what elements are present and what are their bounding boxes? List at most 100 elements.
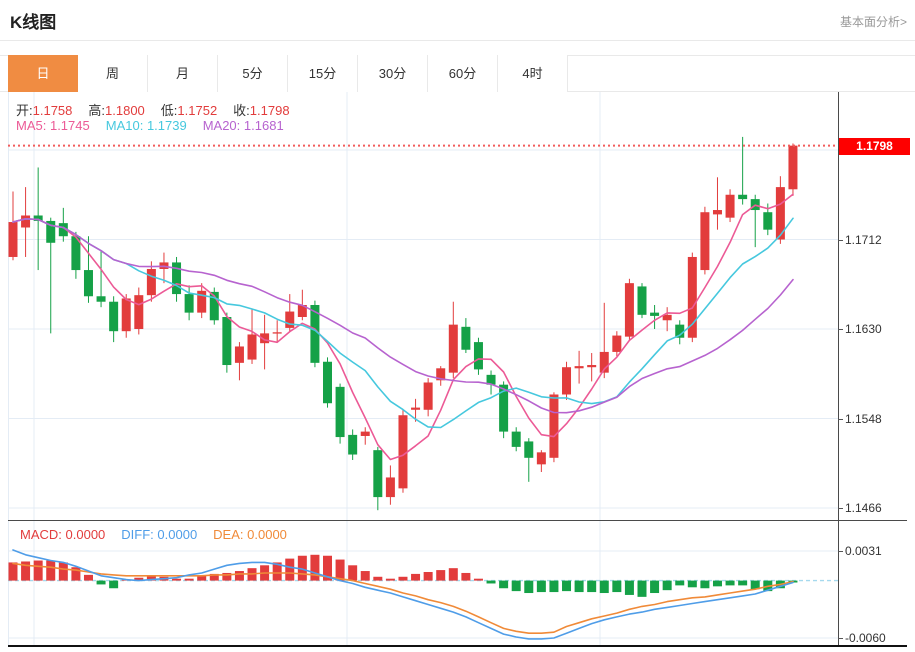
macd-bar-down[interactable] <box>624 580 634 595</box>
candle-down[interactable] <box>335 386 345 438</box>
candle-down[interactable] <box>499 384 509 432</box>
macd-bar-up[interactable] <box>297 555 307 581</box>
candle-down[interactable] <box>71 236 81 271</box>
candle-down[interactable] <box>511 431 521 447</box>
tab-月[interactable]: 月 <box>148 55 218 92</box>
candle-down[interactable] <box>33 215 43 221</box>
candle-up[interactable] <box>662 314 672 321</box>
macd-bar-up[interactable] <box>21 561 31 581</box>
macd-bar-up[interactable] <box>360 571 370 581</box>
candle-down[interactable] <box>209 291 219 321</box>
macd-bar-down[interactable] <box>599 580 609 594</box>
macd-bar-down[interactable] <box>612 580 622 593</box>
tab-4时[interactable]: 4时 <box>498 55 568 92</box>
candle-up[interactable] <box>272 332 282 334</box>
macd-bar-down[interactable] <box>587 580 597 593</box>
candle-down[interactable] <box>675 324 685 338</box>
macd-bar-up[interactable] <box>58 562 68 581</box>
candle-down[interactable] <box>738 194 748 200</box>
macd-bar-down[interactable] <box>700 580 710 589</box>
macd-bar-up[interactable] <box>197 575 207 581</box>
candle-up[interactable] <box>21 215 31 228</box>
candle-up[interactable] <box>612 335 622 352</box>
candle-up[interactable] <box>562 367 572 395</box>
candle-up[interactable] <box>423 382 433 410</box>
macd-bar-up[interactable] <box>373 576 383 581</box>
macd-bar-up[interactable] <box>272 562 282 581</box>
candle-up[interactable] <box>8 222 18 257</box>
candle-down[interactable] <box>184 294 194 313</box>
macd-bar-down[interactable] <box>96 580 106 585</box>
macd-bar-up[interactable] <box>335 559 345 581</box>
tab-日[interactable]: 日 <box>8 55 78 92</box>
macd-bar-up[interactable] <box>8 562 18 581</box>
candle-up[interactable] <box>411 407 421 410</box>
candle-up[interactable] <box>536 452 546 465</box>
tab-5分[interactable]: 5分 <box>218 55 288 92</box>
macd-bar-up[interactable] <box>222 572 232 581</box>
macd-bar-down[interactable] <box>109 580 119 589</box>
macd-bar-down[interactable] <box>662 580 672 591</box>
macd-bar-up[interactable] <box>348 565 358 581</box>
candle-down[interactable] <box>83 270 93 297</box>
macd-bar-down[interactable] <box>562 580 572 592</box>
candle-down[interactable] <box>637 286 647 315</box>
candle-up[interactable] <box>712 210 722 215</box>
candle-up[interactable] <box>436 368 446 381</box>
candle-down[interactable] <box>109 301 119 332</box>
macd-bar-up[interactable] <box>411 573 421 581</box>
candle-down[interactable] <box>486 374 496 385</box>
candle-up[interactable] <box>448 324 458 373</box>
candle-down[interactable] <box>310 304 320 363</box>
candle-down[interactable] <box>46 220 56 243</box>
tab-15分[interactable]: 15分 <box>288 55 358 92</box>
candle-up[interactable] <box>700 212 710 271</box>
candle-down[interactable] <box>650 312 660 316</box>
macd-bar-up[interactable] <box>461 572 471 581</box>
macd-bar-down[interactable] <box>549 580 559 593</box>
candle-up[interactable] <box>587 365 597 368</box>
tab-周[interactable]: 周 <box>78 55 148 92</box>
macd-bar-down[interactable] <box>712 580 722 587</box>
candle-up[interactable] <box>121 298 131 332</box>
candle-down[interactable] <box>461 326 471 350</box>
candle-up[interactable] <box>687 256 697 338</box>
candle-down[interactable] <box>323 361 332 404</box>
candle-down[interactable] <box>222 316 232 366</box>
macd-bar-up[interactable] <box>323 555 332 581</box>
macd-bar-down[interactable] <box>486 580 496 584</box>
macd-bar-up[interactable] <box>71 567 81 581</box>
macd-bar-up[interactable] <box>83 574 93 581</box>
macd-bar-up[interactable] <box>146 575 156 581</box>
macd-bar-up[interactable] <box>172 578 182 581</box>
macd-bar-up[interactable] <box>436 570 446 581</box>
macd-bar-up[interactable] <box>234 571 244 581</box>
candle-up[interactable] <box>234 346 244 363</box>
candle-up[interactable] <box>725 194 735 218</box>
macd-bar-up[interactable] <box>184 578 194 581</box>
tab-30分[interactable]: 30分 <box>358 55 428 92</box>
macd-bar-down[interactable] <box>536 580 546 593</box>
macd-bar-up[interactable] <box>423 571 433 581</box>
macd-bar-down[interactable] <box>650 580 660 594</box>
candle-up[interactable] <box>549 394 559 458</box>
macd-bar-down[interactable] <box>499 580 509 589</box>
candle-up[interactable] <box>599 351 609 373</box>
macd-bar-down[interactable] <box>675 580 685 586</box>
macd-bar-up[interactable] <box>46 560 56 581</box>
candle-up[interactable] <box>297 304 307 317</box>
macd-bar-up[interactable] <box>134 577 144 581</box>
candle-up[interactable] <box>247 334 257 360</box>
macd-bar-down[interactable] <box>637 580 647 597</box>
candle-up[interactable] <box>197 290 207 313</box>
candle-up[interactable] <box>260 333 270 344</box>
tab-60分[interactable]: 60分 <box>428 55 498 92</box>
candle-up[interactable] <box>788 145 798 190</box>
macd-bar-down[interactable] <box>524 580 534 594</box>
candle-down[interactable] <box>524 441 534 458</box>
macd-bar-up[interactable] <box>209 573 219 581</box>
candle-down[interactable] <box>373 450 383 498</box>
macd-bar-up[interactable] <box>310 554 320 581</box>
candle-up[interactable] <box>775 187 785 240</box>
candle-down[interactable] <box>763 212 773 230</box>
